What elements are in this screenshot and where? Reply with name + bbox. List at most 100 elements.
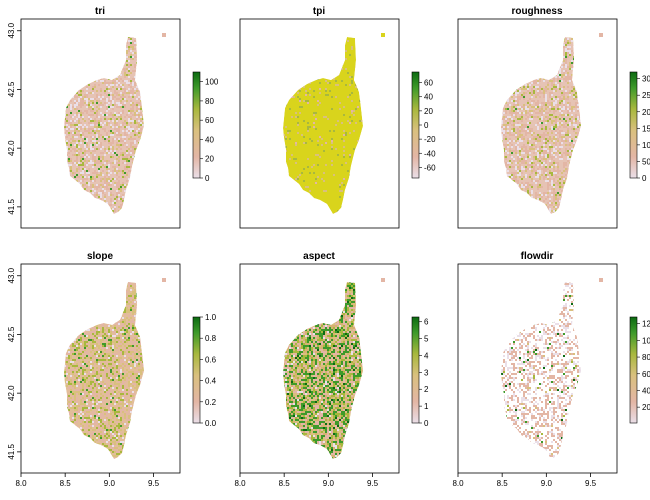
raster-cell xyxy=(110,150,112,152)
raster-cell xyxy=(68,285,70,287)
raster-cell xyxy=(92,72,94,74)
raster-cell xyxy=(134,130,136,132)
raster-cell xyxy=(96,162,98,164)
raster-cell xyxy=(98,168,100,170)
raster-cell xyxy=(84,164,86,166)
raster-cell xyxy=(88,283,90,285)
raster-cell xyxy=(70,214,72,216)
raster-cell xyxy=(313,172,315,174)
raster-cell xyxy=(92,142,94,144)
raster-cell xyxy=(553,74,555,76)
raster-cell xyxy=(138,170,140,172)
raster-cell xyxy=(98,122,100,124)
raster-cell xyxy=(525,184,527,186)
raster-cell xyxy=(517,194,519,196)
raster-cell xyxy=(104,293,106,295)
raster-cell xyxy=(309,138,311,140)
raster-cell xyxy=(112,96,114,98)
raster-cell xyxy=(134,192,136,194)
raster-cell xyxy=(567,114,569,116)
raster-cell xyxy=(118,130,120,132)
raster-cell xyxy=(551,204,553,206)
raster-cell xyxy=(94,118,96,120)
raster-cell xyxy=(499,74,501,76)
raster-cell xyxy=(329,130,331,132)
raster-cell xyxy=(70,164,72,166)
raster-cell xyxy=(88,172,90,174)
raster-cell xyxy=(575,98,577,100)
raster-cell xyxy=(106,184,108,186)
raster-cell xyxy=(96,144,98,146)
raster-cell xyxy=(577,104,579,106)
raster-cell xyxy=(559,152,561,154)
raster-cell xyxy=(537,152,539,154)
raster-cell xyxy=(68,297,70,299)
raster-cell xyxy=(116,196,118,198)
raster-cell xyxy=(90,305,92,307)
raster-cell xyxy=(511,86,513,88)
raster-cell xyxy=(499,98,501,100)
raster-cell xyxy=(529,76,531,78)
raster-cell xyxy=(116,142,118,144)
raster-cell xyxy=(64,37,66,38)
raster-cell xyxy=(84,170,86,172)
raster-cell xyxy=(74,162,76,164)
raster-cell xyxy=(104,58,106,60)
raster-cell xyxy=(529,38,531,40)
raster-cell xyxy=(527,100,529,102)
raster-cell xyxy=(80,136,82,138)
raster-cell xyxy=(513,58,515,60)
raster-cell xyxy=(84,204,86,206)
raster-cell xyxy=(144,305,146,307)
raster-cell xyxy=(507,174,509,176)
raster-cell xyxy=(501,106,503,108)
raster-cell xyxy=(66,170,68,172)
raster-cell xyxy=(299,174,301,176)
raster-cell xyxy=(499,126,501,128)
raster-cell xyxy=(126,92,128,94)
raster-cell xyxy=(92,68,94,70)
raster-cell xyxy=(549,104,551,106)
raster-cell xyxy=(136,146,138,148)
raster-cell xyxy=(581,98,583,100)
raster-cell xyxy=(114,162,116,164)
raster-cell xyxy=(533,62,535,64)
raster-cell xyxy=(120,96,122,98)
raster-cell xyxy=(138,144,140,146)
raster-cell xyxy=(573,66,575,68)
raster-cell xyxy=(541,76,543,78)
raster-cell xyxy=(509,142,511,144)
raster-cell xyxy=(120,307,122,309)
raster-cell xyxy=(523,146,525,148)
raster-cell xyxy=(555,196,557,198)
raster-cell xyxy=(515,172,517,174)
raster-cell xyxy=(110,46,112,48)
raster-cell xyxy=(565,200,567,202)
raster-cell xyxy=(569,142,571,144)
raster-cell xyxy=(503,78,505,80)
raster-cell xyxy=(547,44,549,46)
raster-cell xyxy=(72,70,74,72)
raster-cell xyxy=(102,299,104,301)
raster-cell xyxy=(529,78,531,80)
raster-cell xyxy=(545,154,547,156)
raster-cell xyxy=(559,178,561,180)
raster-cell xyxy=(120,118,122,120)
raster-cell xyxy=(533,156,535,158)
raster-cell xyxy=(128,110,130,112)
raster-cell xyxy=(72,212,74,214)
raster-cell xyxy=(525,162,527,164)
raster-cell xyxy=(96,100,98,102)
raster-cell xyxy=(531,164,533,166)
raster-cell xyxy=(120,84,122,86)
raster-cell xyxy=(72,40,74,42)
raster-cell xyxy=(543,212,545,214)
raster-cell xyxy=(575,88,577,90)
raster-cell xyxy=(104,74,106,76)
raster-cell xyxy=(571,154,573,156)
raster-cell xyxy=(76,102,78,104)
raster-cell xyxy=(80,38,82,40)
raster-cell xyxy=(118,82,120,84)
raster-cell xyxy=(323,60,325,62)
raster-cell xyxy=(140,289,142,291)
